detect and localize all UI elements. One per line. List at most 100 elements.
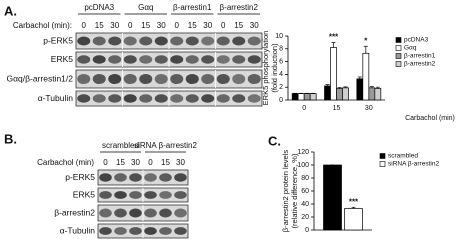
group-label: β-arrestin2 (220, 3, 259, 12)
band (201, 94, 215, 103)
band (216, 94, 230, 103)
lane-label: 30 (131, 158, 140, 167)
band (108, 55, 122, 64)
legend-label: Gαq (404, 45, 417, 52)
lane-label: 0 (82, 21, 87, 30)
band (139, 73, 153, 85)
y-tick-label: 8 (279, 46, 283, 53)
band (114, 208, 127, 218)
band (114, 227, 127, 235)
lane-label: 0 (128, 21, 133, 30)
panel-label: C. (268, 133, 281, 148)
band (170, 55, 184, 64)
y-tick-label: 60 (301, 188, 309, 195)
band (232, 36, 246, 46)
band (201, 73, 215, 85)
significance-label: *** (349, 197, 359, 206)
y-tick-label: 0 (305, 227, 309, 234)
treatment-label: Carbachol (min) (37, 158, 94, 167)
band (123, 73, 137, 85)
group-label: siRNA β-arrestin2 (134, 141, 197, 150)
band (129, 173, 142, 182)
y-tick-label: 6 (279, 58, 283, 65)
y-tick-label: 80 (301, 175, 309, 182)
lane-label: 30 (157, 21, 166, 30)
bar (323, 164, 342, 231)
lane-label: 0 (103, 158, 108, 167)
band (129, 191, 142, 199)
band (154, 94, 168, 103)
bar (309, 93, 317, 101)
band (201, 55, 215, 64)
band (129, 227, 142, 235)
row-label: ERK5 (51, 54, 73, 64)
panel-label: A. (4, 3, 17, 18)
band (185, 94, 199, 103)
band (174, 191, 187, 199)
band (92, 55, 106, 64)
band (92, 94, 106, 103)
band (232, 94, 246, 103)
y-tick-label: 0 (279, 97, 283, 104)
bar (291, 93, 299, 101)
band (99, 173, 112, 182)
lane-label: 0 (221, 21, 226, 30)
row-label: α-Tubulin (60, 225, 96, 235)
legend-swatch (379, 153, 386, 159)
band (216, 55, 230, 64)
bar (344, 208, 363, 231)
band (154, 73, 168, 85)
y-tick-label: 4 (279, 71, 283, 78)
lane-label: 0 (175, 21, 180, 30)
band (170, 36, 184, 46)
band (108, 94, 122, 103)
treatment-label: Carbachol (min): (13, 21, 72, 30)
y-tick-label: 2 (279, 84, 283, 91)
band (159, 227, 172, 235)
band (185, 36, 199, 46)
lane-label: 30 (176, 158, 185, 167)
bar (342, 87, 349, 101)
bar (356, 78, 364, 101)
band (170, 94, 184, 103)
bar (297, 93, 305, 101)
band (185, 55, 199, 64)
band (77, 36, 91, 46)
row-label: p-ERK5 (43, 35, 73, 45)
band (154, 36, 168, 46)
band (139, 94, 153, 103)
band (144, 208, 157, 218)
group-label: Gαq (138, 3, 153, 12)
bar (303, 93, 311, 101)
band (247, 36, 261, 46)
band (154, 55, 168, 64)
legend-swatch (395, 53, 402, 59)
band (123, 55, 137, 64)
lane-label: 30 (110, 21, 119, 30)
bar (374, 88, 382, 101)
row-label: Gαq/β-arrestin1/2 (7, 73, 74, 83)
lane-label: 30 (250, 21, 259, 30)
group-label: scrambled (102, 141, 139, 150)
band (144, 191, 157, 199)
legend-label: pcDNA3 (404, 37, 429, 44)
band (99, 227, 112, 235)
row-label: α-Tubulin (38, 93, 74, 103)
row-label: β-arrestin2 (54, 207, 95, 217)
band (174, 227, 187, 235)
x-tick-label: 0 (302, 105, 306, 112)
row-label: p-ERK5 (65, 172, 95, 182)
bar (324, 85, 331, 101)
band (174, 173, 187, 182)
legend-label: β-arrestin2 (404, 61, 436, 68)
y-tick-label: 100 (297, 162, 309, 169)
row-label: ERK5 (73, 189, 95, 199)
band (139, 55, 153, 64)
legend-swatch (395, 37, 402, 43)
y-tick-label: 20 (301, 214, 309, 221)
band (247, 73, 261, 85)
x-axis-label: Carbachol (min) (405, 115, 455, 122)
band (139, 36, 153, 46)
significance-label: * (364, 36, 368, 45)
